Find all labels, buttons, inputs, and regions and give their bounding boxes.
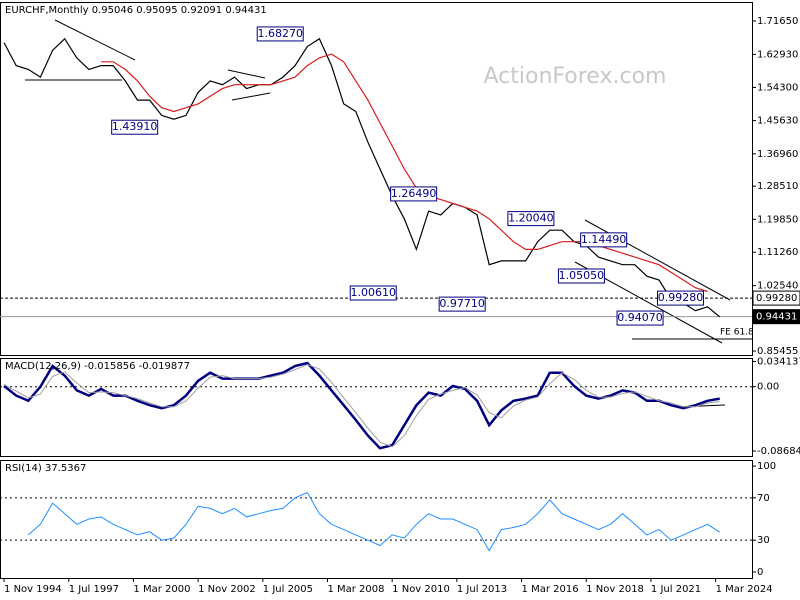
annotation-box bbox=[111, 119, 159, 135]
x-tick-label: 1 Jul 2021 bbox=[651, 584, 701, 595]
annotation-label: 1.05050 bbox=[559, 269, 605, 282]
annotation-label: 1.20040 bbox=[508, 212, 554, 225]
price-annotation: 1.00610 bbox=[349, 285, 397, 301]
y-tick-label: 0.00 bbox=[757, 382, 779, 393]
annotation-label: 1.43910 bbox=[112, 120, 158, 133]
y-tick-label: 0.034137 bbox=[757, 356, 800, 367]
y-tick-label: 1.02540 bbox=[757, 281, 798, 292]
y-tick-label: 0 bbox=[757, 567, 763, 578]
y-tick-label: 100 bbox=[757, 461, 776, 472]
annotation-label: 0.94070 bbox=[617, 311, 663, 324]
x-tick-label: 1 Nov 2018 bbox=[586, 584, 644, 595]
price-annotation: 0.97710 bbox=[438, 296, 486, 312]
y-tick-label: 1.71650 bbox=[757, 16, 798, 27]
price-annotation: 1.14490 bbox=[580, 232, 628, 248]
trendline bbox=[227, 69, 266, 79]
annotation-box bbox=[557, 268, 605, 284]
series-line bbox=[3, 363, 720, 448]
annotation-box bbox=[507, 211, 555, 227]
annotation-label: 0.99280 bbox=[658, 291, 704, 304]
annotation-box bbox=[616, 310, 664, 326]
annotation-box bbox=[656, 290, 704, 306]
x-tick-label: 1 Nov 1994 bbox=[4, 584, 62, 595]
panel-title: RSI(14) 37.5367 bbox=[5, 463, 86, 474]
series-line bbox=[3, 37, 721, 318]
y-tick-label: 0.85455 bbox=[757, 346, 798, 357]
annotation-label: 1.00610 bbox=[350, 286, 396, 299]
x-tick-label: 1 Jul 1997 bbox=[69, 584, 119, 595]
panel-frame bbox=[0, 358, 753, 457]
panel-title: MACD(12,26,9) -0.015856 -0.019877 bbox=[5, 361, 190, 372]
price-label-box bbox=[752, 290, 800, 306]
price-label: 0.99280 bbox=[756, 293, 797, 304]
trendline bbox=[231, 92, 271, 101]
price-annotation: 1.26490 bbox=[390, 186, 438, 202]
watermark: ActionForex.com bbox=[484, 64, 667, 89]
y-tick-label: 1.45630 bbox=[757, 116, 798, 127]
price-annotation: 1.20040 bbox=[507, 211, 555, 227]
annotation-box bbox=[390, 186, 438, 202]
x-tick-label: 1 Mar 2000 bbox=[133, 584, 190, 595]
panel-frame bbox=[0, 2, 753, 356]
fe-label: FE 61.8 bbox=[720, 327, 754, 337]
y-tick-label: 1.54300 bbox=[757, 82, 798, 93]
x-tick-label: 1 Mar 2008 bbox=[327, 584, 384, 595]
annotation-label: 0.97710 bbox=[439, 297, 485, 310]
y-tick-label: -0.086849 bbox=[757, 446, 800, 457]
x-tick-label: 1 Mar 2024 bbox=[716, 584, 773, 595]
trendlines bbox=[25, 19, 731, 408]
annotation-label: 1.14490 bbox=[581, 233, 627, 246]
x-tick-label: 1 Mar 2016 bbox=[522, 584, 579, 595]
panel-frame bbox=[0, 460, 753, 579]
y-tick-label: 1.62930 bbox=[757, 49, 798, 60]
price-label-box bbox=[752, 309, 800, 325]
y-tick-label: 1.19850 bbox=[757, 214, 798, 225]
annotation-box bbox=[256, 26, 304, 42]
x-tick-label: 1 Jul 2005 bbox=[263, 584, 313, 595]
price-label: 0.94431 bbox=[756, 312, 797, 323]
y-tick-label: 1.28510 bbox=[757, 181, 798, 192]
x-tick-label: 1 Nov 2010 bbox=[392, 584, 450, 595]
x-tick-label: 1 Jul 2013 bbox=[457, 584, 507, 595]
x-tick-label: 1 Nov 2002 bbox=[198, 584, 256, 595]
series-line bbox=[27, 491, 720, 552]
price-annotation: 1.68270 bbox=[256, 26, 304, 42]
y-tick-label: 30 bbox=[757, 535, 770, 546]
annotation-box bbox=[438, 296, 486, 312]
trendline bbox=[54, 19, 136, 61]
price-annotation: 0.94070 bbox=[616, 310, 664, 326]
annotation-box bbox=[349, 285, 397, 301]
y-tick-label: 70 bbox=[757, 493, 770, 504]
panel-title: EURCHF,Monthly 0.95046 0.95095 0.92091 0… bbox=[5, 5, 267, 16]
y-tick-label: 1.11260 bbox=[757, 247, 798, 258]
annotation-box bbox=[580, 232, 628, 248]
price-annotation: 1.43910 bbox=[111, 119, 159, 135]
annotation-label: 1.26490 bbox=[391, 187, 437, 200]
series-line bbox=[101, 53, 708, 293]
annotation-label: 1.68270 bbox=[257, 27, 303, 40]
price-annotation: 1.05050 bbox=[557, 268, 605, 284]
y-tick-label: 1.36960 bbox=[757, 149, 798, 160]
price-annotation: 0.99280 bbox=[656, 290, 704, 306]
